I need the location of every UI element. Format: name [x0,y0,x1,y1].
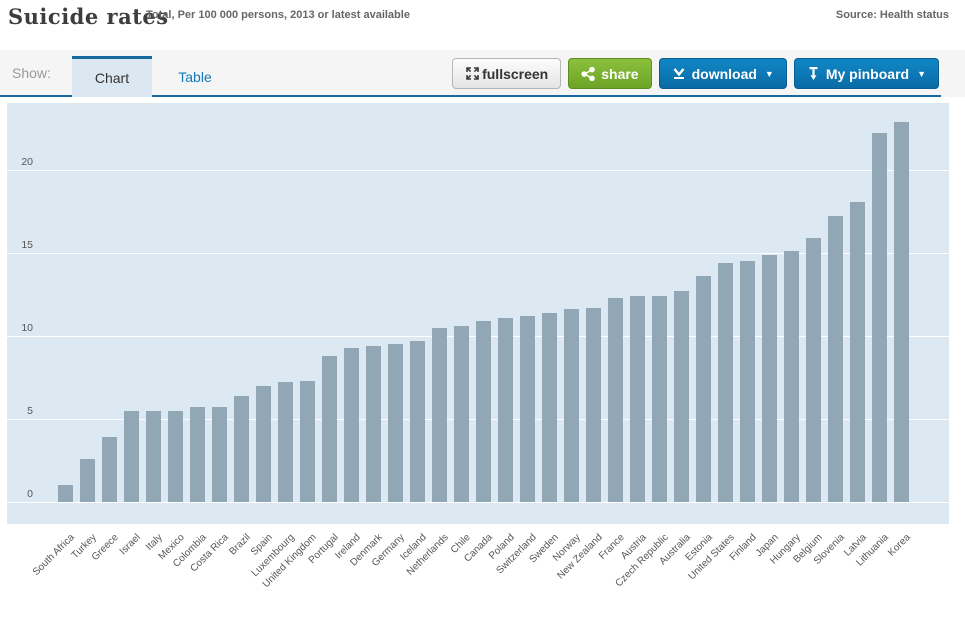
bar[interactable] [475,321,491,502]
my-pinboard-button[interactable]: My pinboard ▼ [793,58,939,89]
share-icon [581,66,596,81]
show-label: Show: [12,65,51,81]
plot-area: 0 5 10 15 20 [7,103,949,524]
fullscreen-icon [465,66,480,81]
header: Suicide rates Total, Per 100 000 persons… [0,0,965,50]
bar[interactable] [563,309,579,502]
bar[interactable] [387,344,403,502]
bar[interactable] [783,251,799,502]
caret-down-icon: ▼ [917,68,926,79]
y-tick-label: 0 [27,488,33,500]
bar[interactable] [585,307,601,502]
share-button-label: share [601,65,639,82]
bar[interactable] [651,296,667,502]
bar[interactable] [145,410,161,502]
toolbar-buttons: fullscreen share download [452,58,939,89]
tab-chart-label: Chart [94,70,130,86]
bar[interactable] [255,385,271,502]
toolbar-underline [0,95,941,97]
bar[interactable] [519,316,535,502]
bar[interactable] [607,297,623,502]
bar[interactable] [497,317,513,502]
y-tick-label: 5 [27,405,33,417]
bar[interactable] [673,291,689,502]
toolbar: Show: Chart Table fullscreen [0,50,965,97]
bar[interactable] [409,340,425,502]
bar[interactable] [123,410,139,502]
gridline [7,502,949,503]
fullscreen-button-label: fullscreen [482,65,549,82]
bar[interactable] [849,201,865,502]
source-label: Source: Health status [835,9,949,21]
bar[interactable] [871,133,887,502]
page-subtitle: Total, Per 100 000 persons, 2013 or late… [146,9,410,21]
bar[interactable] [365,345,381,502]
bar[interactable] [277,382,293,502]
gridline [7,253,949,254]
page-title: Suicide rates [8,4,169,29]
bar[interactable] [211,407,227,502]
gridline [7,170,949,171]
y-tick-label: 15 [21,239,33,251]
bar[interactable] [79,458,95,502]
bar[interactable] [717,262,733,502]
bar[interactable] [101,437,117,502]
download-icon [672,67,686,81]
download-button[interactable]: download ▼ [658,58,787,89]
bar[interactable] [299,380,315,502]
bar[interactable] [695,276,711,502]
bar[interactable] [541,312,557,502]
y-tick-label: 20 [21,156,33,168]
bar[interactable] [431,327,447,502]
download-button-label: download [691,65,757,82]
fullscreen-button[interactable]: fullscreen [452,58,562,89]
tab-table-label: Table [178,68,212,85]
bar[interactable] [453,326,469,502]
bar[interactable] [189,407,205,502]
bar[interactable] [893,121,909,502]
bar[interactable] [827,216,843,502]
tab-chart[interactable]: Chart [72,56,152,97]
x-axis-labels: South Africa Turkey Greece Israel Italy Mexic… [0,524,965,590]
bar[interactable] [233,395,249,502]
my-pinboard-button-label: My pinboard [825,65,910,82]
bar[interactable] [167,410,183,502]
tab-table[interactable]: Table [152,56,238,97]
bar[interactable] [761,254,777,502]
y-tick-label: 10 [21,322,33,334]
bar[interactable] [629,296,645,502]
bar[interactable] [57,485,73,502]
share-button[interactable]: share [568,58,652,89]
caret-down-icon: ▼ [764,68,774,79]
bar[interactable] [805,238,821,502]
bar[interactable] [343,347,359,502]
bar[interactable] [321,355,337,502]
bar[interactable] [739,261,755,502]
pin-icon [807,66,820,81]
